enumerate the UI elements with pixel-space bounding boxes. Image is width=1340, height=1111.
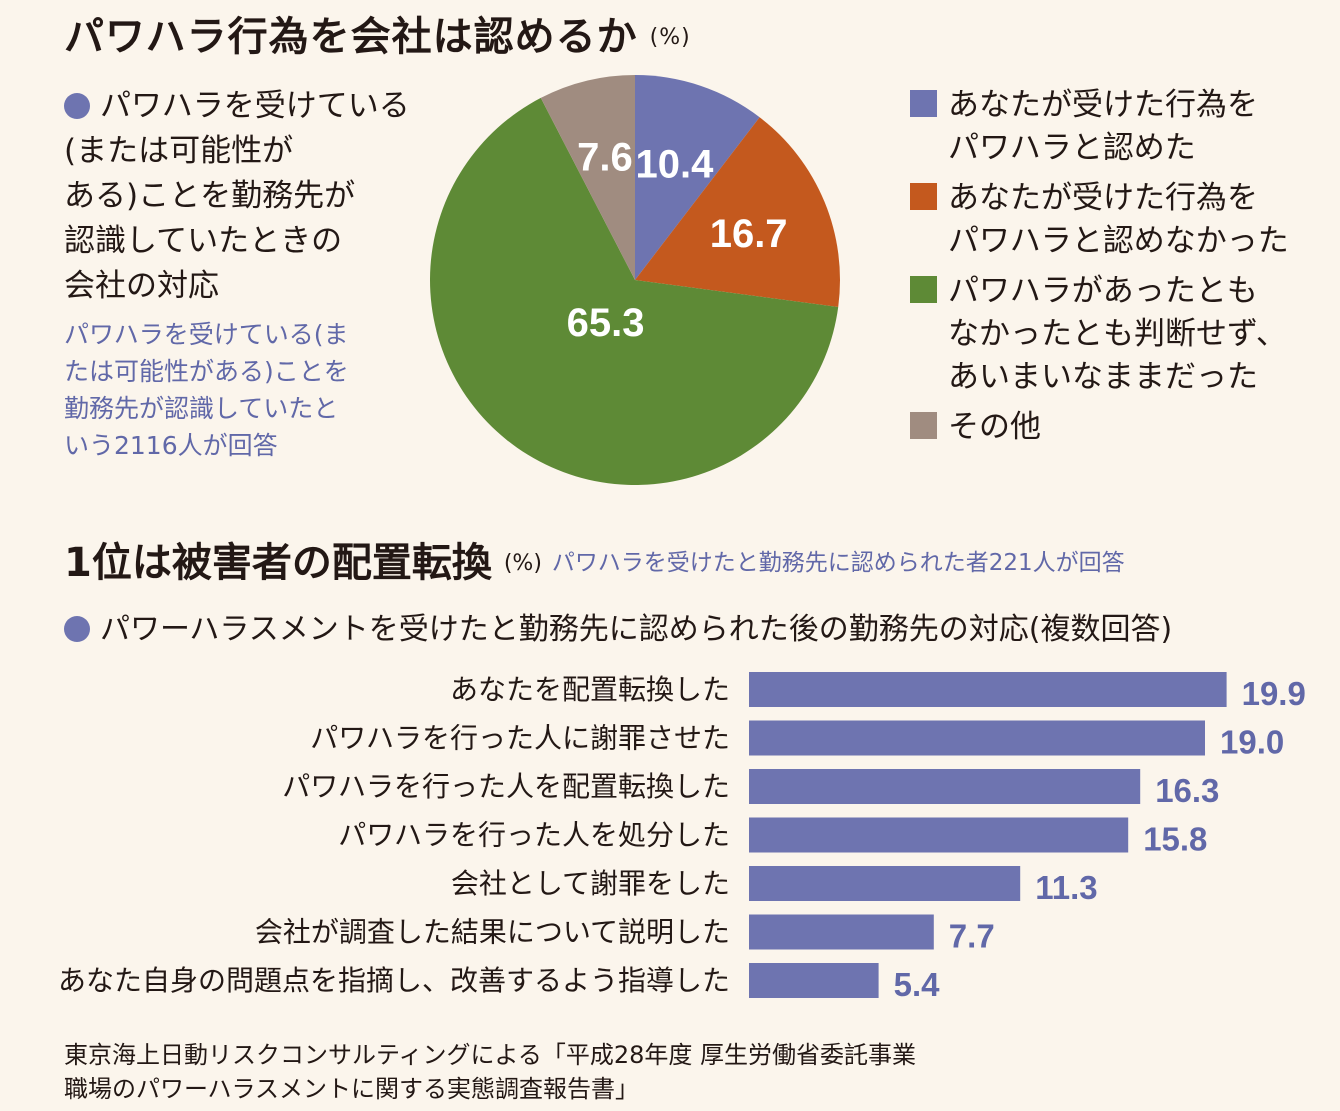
bullet-dot-icon [64,93,90,119]
bar-title-text: 1位は被害者の配置転換 [64,540,492,586]
bar-value-label: 5.4 [894,966,941,1003]
pie-note-line: パワハラを受けている(ま [64,320,349,349]
pie-question-line: 会社の対応 [64,268,219,304]
pie-question-line: パワハラを受けている [100,88,410,124]
bar-category-label: あなた自身の問題点を指摘し、改善するよう指導した [58,964,730,997]
pie-section-title: パワハラ行為を会社は認めるか (%) [64,4,691,62]
legend-label-line: その他 [948,409,1041,445]
pie-slice [540,75,635,280]
legend-label-line: パワハラがあったとも [948,273,1258,309]
bar-category-label: あなたを配置転換した [450,673,730,706]
bar-respondents-note: パワハラを受けたと勤務先に認められた者221人が回答 [551,550,1125,576]
legend-swatch [910,183,937,210]
pie-unit: (%) [649,25,691,50]
source-credit: 東京海上日動リスクコンサルティングによる「平成28年度 厚生労働省委託事業 職場… [64,1038,916,1106]
legend-swatch [910,412,937,439]
bar-value-label: 7.7 [949,918,995,955]
bar-unit: (%) [503,551,542,576]
bar-question: パワーハラスメントを受けたと勤務先に認められた後の勤務先の対応(複数回答) [64,604,1172,648]
pie-note-line: いう2116人が回答 [64,431,278,460]
pie-title-text: パワハラ行為を会社は認めるか [64,14,638,60]
pie-respondent-note: パワハラを受けている(ま たは可能性がある)ことを 勤務先が認識していたと いう… [64,316,394,464]
legend-item-recognized: あなたが受けた行為を パワハラと認めた [910,84,1330,170]
pie-value-label: 16.7 [710,212,788,256]
bar [749,817,1129,853]
pie-slice [635,75,760,280]
bar [749,720,1205,756]
bullet-dot-icon [64,616,90,642]
pie-slice [635,117,840,307]
bar-chart: あなたを配置転換した 19.9 パワハラを行った人に謝罪させた 19.0 パワハラを行っ… [58,672,1306,1003]
bar-category-label: パワハラを行った人を処分した [338,819,730,852]
legend-label-line: あなたが受けた行為を [948,180,1258,216]
bar [749,769,1141,804]
source-line: 職場のパワーハラスメントに関する実態調査報告書」 [64,1075,640,1103]
bar-category-label: パワハラを行った人に謝罪させた [310,722,730,755]
bar [749,672,1227,707]
pie-note-line: 勤務先が認識していたと [64,394,339,423]
bar-category-label: パワハラを行った人を配置転換した [282,770,730,803]
pie-question-line: ある)ことを勤務先が [64,178,356,214]
legend-item-not-recognized: あなたが受けた行為を パワハラと認めなかった [910,177,1330,263]
legend-swatch [910,90,937,117]
legend-label-line: パワハラと認めなかった [948,223,1289,259]
bar-category-label: 会社として謝罪をした [451,867,730,900]
legend-label-line: あなたが受けた行為を [948,87,1258,123]
bar-question-text: パワーハラスメントを受けたと勤務先に認められた後の勤務先の対応(複数回答) [100,612,1173,647]
bar-section-title: 1位は被害者の配置転換 (%) パワハラを受けたと勤務先に認められた者221人が回答 [64,530,1125,588]
legend-item-ambiguous: パワハラがあったとも なかったとも判断せず、 あいまいなままだった [910,270,1330,399]
bar-value-label: 11.3 [1035,869,1097,906]
source-line: 東京海上日動リスクコンサルティングによる「平成28年度 厚生労働省委託事業 [64,1041,917,1069]
legend-label-line: なかったとも判断せず、 [948,316,1287,352]
pie-note-line: たは可能性がある)ことを [64,357,349,386]
pie-question: パワハラを受けている (または可能性が ある)ことを勤務先が 認識していたときの… [64,84,434,309]
bar-value-label: 19.0 [1220,724,1284,761]
bar-category-label: 会社が調査した結果について説明した [255,916,730,949]
bar [749,866,1021,901]
pie-chart: 10.4 16.7 65.3 7.6 [429,75,840,485]
bar-value-label: 19.9 [1242,675,1306,712]
pie-slice [429,97,839,485]
bar [749,914,934,950]
pie-question-line: 認識していたときの [64,223,343,259]
legend-label-line: パワハラと認めた [948,130,1196,166]
pie-legend: あなたが受けた行為を パワハラと認めた あなたが受けた行為を パワハラと認めなか… [910,84,1330,456]
pie-question-line: (または可能性が [64,133,294,169]
bar-value-label: 15.8 [1143,821,1207,858]
pie-value-label: 65.3 [567,301,645,345]
pie-value-label: 10.4 [636,143,715,187]
bar-value-label: 16.3 [1155,772,1219,809]
pie-value-label: 7.6 [577,136,633,180]
legend-swatch [910,276,937,303]
legend-label-line: あいまいなままだった [948,359,1258,395]
bar [749,963,879,998]
legend-item-other: その他 [910,406,1330,449]
